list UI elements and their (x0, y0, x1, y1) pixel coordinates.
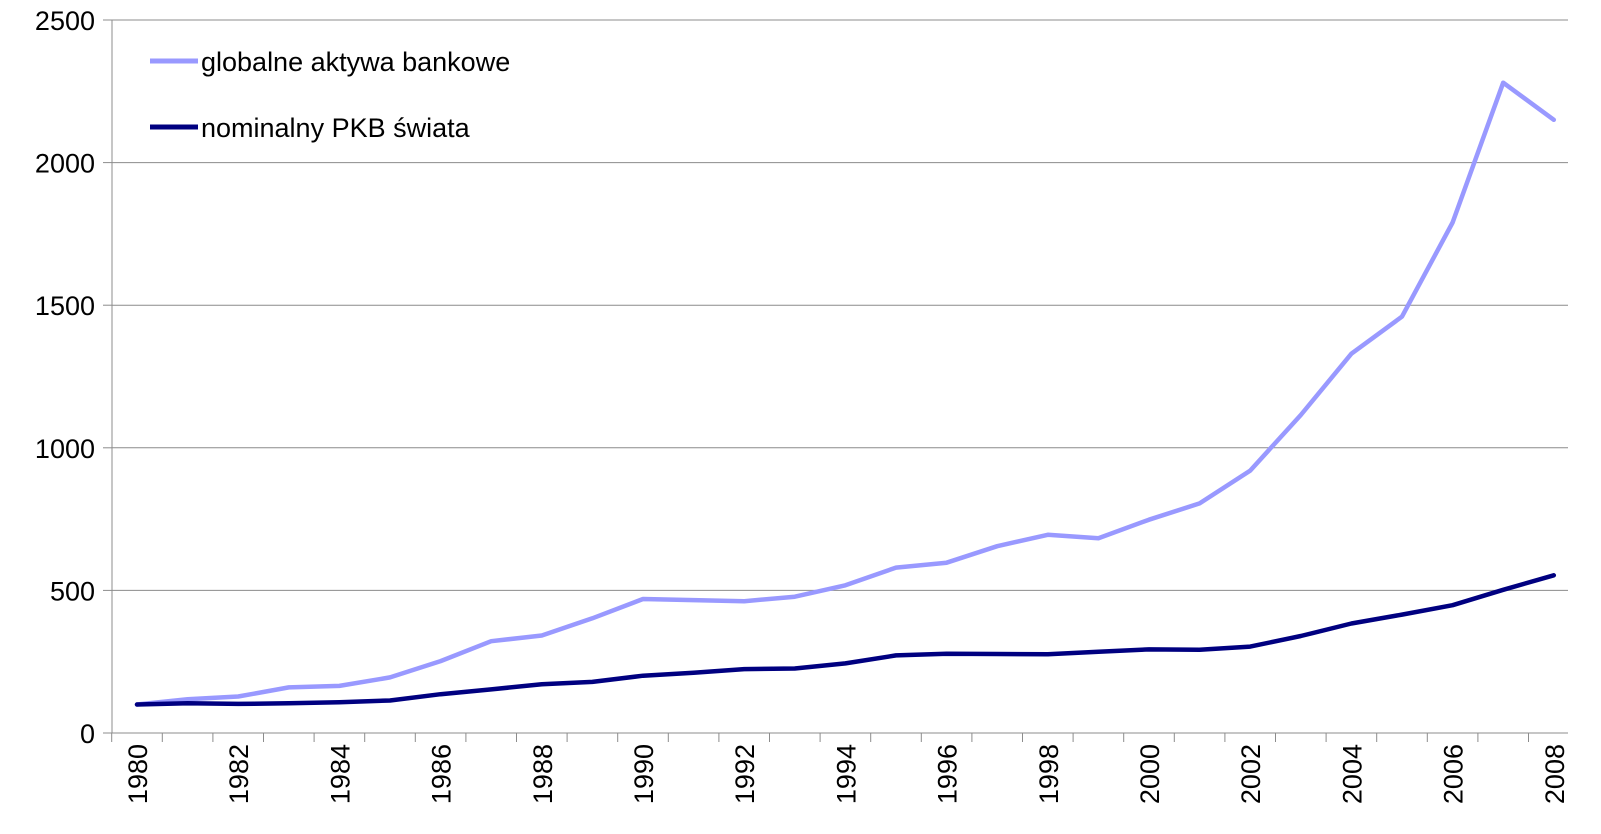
x-tick-label-1996: 1996 (933, 744, 963, 804)
legend: globalne aktywa bankowe nominalny PKB św… (150, 47, 510, 143)
series-line-0 (134, 80, 1557, 707)
x-tick-label-1986: 1986 (427, 744, 457, 804)
y-tick-label-500: 500 (50, 576, 95, 606)
x-tick-label-1994: 1994 (831, 744, 861, 804)
x-tick-label-2000: 2000 (1135, 744, 1165, 804)
x-tick-label-1982: 1982 (224, 744, 254, 804)
legend-label-world-gdp: nominalny PKB świata (201, 113, 471, 143)
x-tick-label-2004: 2004 (1337, 744, 1367, 804)
y-tick-label-2000: 2000 (35, 149, 95, 179)
x-tick-label-2006: 2006 (1439, 744, 1469, 804)
axes: 0 500 1000 1500 2000 2500 1980 1982 1984 1986 1988… (35, 6, 1570, 804)
x-tick-label-2002: 2002 (1236, 744, 1266, 804)
legend-entry-world-gdp: nominalny PKB świata (150, 113, 471, 143)
x-tick-label-1984: 1984 (325, 744, 355, 804)
series-line-1 (134, 573, 1557, 707)
series-lines (134, 80, 1557, 707)
x-tick-label-1998: 1998 (1034, 744, 1064, 804)
x-tick-label-2008: 2008 (1540, 744, 1570, 804)
y-tick-label-0: 0 (80, 719, 95, 749)
legend-label-bank-assets: globalne aktywa bankowe (201, 47, 510, 77)
y-tick-label-2500: 2500 (35, 6, 95, 36)
gridlines (112, 19, 1568, 591)
x-tick-label-1992: 1992 (730, 744, 760, 804)
legend-entry-bank-assets: globalne aktywa bankowe (150, 47, 510, 77)
x-tick-label-1990: 1990 (629, 744, 659, 804)
x-tick-label-1980: 1980 (123, 744, 153, 804)
y-tick-label-1000: 1000 (35, 434, 95, 464)
y-tick-label-1500: 1500 (35, 291, 95, 321)
x-tick-label-1988: 1988 (528, 744, 558, 804)
